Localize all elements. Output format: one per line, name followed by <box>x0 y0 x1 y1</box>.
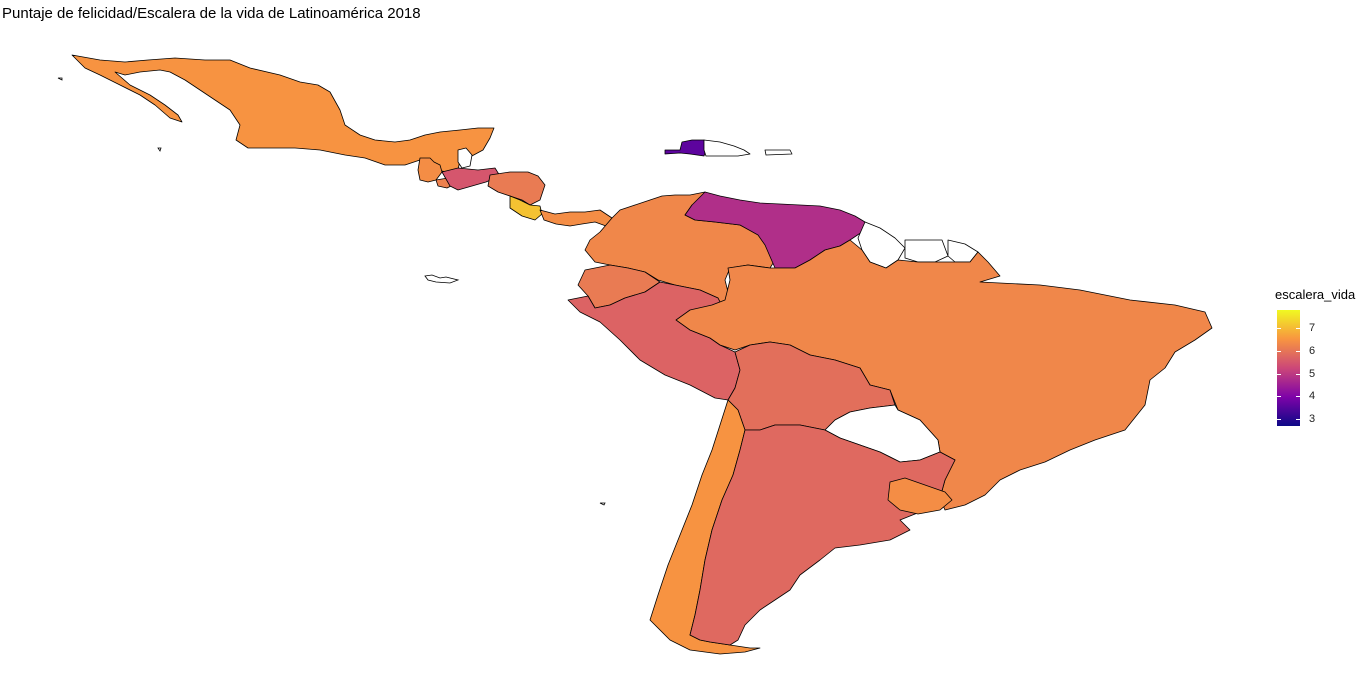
legend-tick-mark <box>1277 396 1281 398</box>
country-guatemala <box>417 157 443 183</box>
island-outline <box>57 77 63 81</box>
legend-tick-mark <box>1296 350 1300 352</box>
legend-tick-label: 4 <box>1309 390 1316 403</box>
legend-tick-mark <box>1277 373 1281 375</box>
legend-tick-mark <box>1277 350 1281 352</box>
legend-colorbar <box>1277 310 1300 426</box>
map-title: Puntaje de felicidad/Escalera de la vida… <box>2 5 421 22</box>
country-belize <box>457 147 473 169</box>
country-argentina <box>689 424 956 646</box>
country-layer <box>57 54 1213 655</box>
country-suriname <box>904 239 949 263</box>
legend-tick-label: 7 <box>1309 322 1316 335</box>
legend-title: escalera_vida <box>1275 287 1356 302</box>
country-haiti <box>664 139 707 157</box>
legend-tick-mark <box>1296 373 1300 375</box>
legend-tick-mark <box>1277 328 1281 330</box>
country-mexico <box>71 54 495 173</box>
legend-tick-mark <box>1296 419 1300 421</box>
legend: escalera_vida 7 6 5 4 3 <box>1275 287 1365 426</box>
legend-tick-label: 6 <box>1309 344 1316 357</box>
legend-body: 7 6 5 4 3 <box>1275 310 1365 426</box>
legend-tick-label: 3 <box>1309 413 1316 426</box>
country-nicaragua <box>487 171 546 206</box>
island-outline <box>157 147 162 152</box>
country-panama <box>539 209 613 227</box>
legend-tick-label: 5 <box>1309 367 1316 380</box>
legend-tick-mark <box>1296 328 1300 330</box>
island-outline <box>424 274 460 284</box>
country-puerto-rico <box>764 149 793 156</box>
legend-tick-mark <box>1296 396 1300 398</box>
country-dominican-republic <box>703 139 751 157</box>
legend-tick-mark <box>1277 419 1281 421</box>
country-uruguay <box>887 477 953 515</box>
island-outline <box>599 502 606 506</box>
